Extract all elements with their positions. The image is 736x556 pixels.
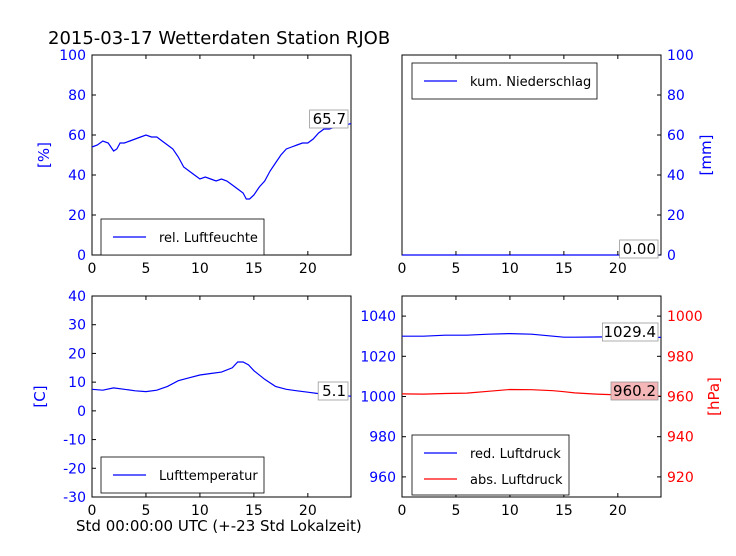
panel-precipitation-last-value-label: 0.00 — [623, 240, 656, 258]
panel-temperature-value-box — [317, 381, 349, 401]
panel-temperature-y-tick-label: -30 — [63, 490, 86, 506]
panel-temperature-y-tick-label: -10 — [63, 433, 86, 449]
panel-precipitation-y-tick-label: 100 — [667, 48, 694, 64]
panel-humidity-y-tick-label: 60 — [68, 128, 86, 144]
panel-temperature-last-value-label: 5.1 — [322, 382, 346, 400]
panel-temperature-y-tick-label: 20 — [68, 346, 86, 362]
panel-humidity-y-axis-label: [%] — [35, 142, 53, 168]
figure-xlabel: Std 00:00:00 UTC (+-23 Std Lokalzeit) — [76, 517, 362, 535]
panel-humidity-legend-label: rel. Luftfeuchte — [159, 231, 258, 246]
panel-temperature-y-tick-label: 10 — [68, 375, 86, 391]
panel-humidity-last-value-label: 65.7 — [313, 110, 346, 128]
panel-pressure-x-tick-label: 5 — [451, 503, 460, 519]
panel-pressure-last-value-label: 960.2 — [613, 382, 656, 400]
panel-pressure-y-tick-label: 940 — [667, 430, 694, 446]
panel-pressure-y-tick-label: 1020 — [360, 349, 396, 365]
panel-temperature-y-tick-label: 30 — [68, 318, 86, 334]
panel-temperature-x-tick-label: 5 — [141, 503, 150, 519]
panel-humidity-y-tick-label: 40 — [68, 168, 86, 184]
panel-humidity-y-tick-label: 100 — [59, 48, 86, 64]
panel-temperature-y-axis-label: [C] — [31, 385, 49, 407]
panel-temperature-x-tick-label: 20 — [299, 503, 317, 519]
panel-pressure-legend-label: red. Luftdruck — [470, 447, 561, 462]
panel-pressure-x-tick-label: 10 — [501, 503, 519, 519]
panel-temperature-x-tick-label: 10 — [191, 503, 209, 519]
panel-temperature-series-line — [91, 361, 352, 397]
panel-humidity-x-tick-label: 10 — [191, 261, 209, 277]
panel-pressure-value-box — [602, 322, 659, 342]
panel-humidity-x-tick-label: 20 — [299, 261, 317, 277]
panel-temperature-frame — [91, 295, 352, 498]
panel-precipitation-y-axis-label: [mm] — [697, 135, 715, 176]
panel-humidity-y-tick-label: 80 — [68, 88, 86, 104]
panel-humidity-value-box — [309, 109, 349, 129]
panel-precipitation-y-tick-label: 20 — [667, 208, 685, 224]
panel-precipitation-x-tick-label: 15 — [555, 261, 573, 277]
panel-pressure-y-tick-label: 1040 — [360, 309, 396, 325]
panel-precipitation-x-tick-label: 20 — [609, 261, 627, 277]
panel-temperature-legend-label: Lufttemperatur — [159, 469, 258, 484]
panel-humidity-x-tick-label: 0 — [88, 261, 97, 277]
panel-precipitation-y-tick-label: 80 — [667, 88, 685, 104]
panel-temperature-y-tick-label: 40 — [68, 289, 86, 305]
panel-precipitation-y-tick-label: 60 — [667, 128, 685, 144]
panel-pressure-legend-box — [411, 434, 570, 496]
panel-humidity-x-tick-label: 5 — [141, 261, 150, 277]
panel-precipitation-x-tick-label: 10 — [501, 261, 519, 277]
figure-title: 2015-03-17 Wetterdaten Station RJOB — [48, 28, 390, 49]
panel-temperature-x-tick-label: 15 — [245, 503, 263, 519]
panel-precipitation-value-box — [619, 239, 659, 259]
panel-precipitation-y-tick-label: 0 — [667, 248, 676, 264]
panel-pressure-legend-label: abs. Luftdruck — [470, 473, 563, 488]
panel-temperature-x-tick-label: 0 — [88, 503, 97, 519]
panel-precipitation-y-tick-label: 40 — [667, 168, 685, 184]
panel-humidity-y-tick-label: 20 — [68, 208, 86, 224]
panel-pressure-last-value-label: 1029.4 — [604, 323, 657, 341]
panel-temperature-y-tick-label: 0 — [77, 404, 86, 420]
panel-precipitation-x-tick-label: 5 — [451, 261, 460, 277]
panel-pressure-y-tick-label: 1000 — [360, 390, 396, 406]
panel-humidity-series-line — [91, 123, 352, 200]
panel-precipitation-x-tick-label: 0 — [398, 261, 407, 277]
panel-humidity-x-tick-label: 15 — [245, 261, 263, 277]
panel-pressure-y-axis-label: [hPa] — [705, 377, 723, 416]
panel-pressure-y-tick-label: 960 — [667, 390, 694, 406]
panel-temperature-y-tick-label: -20 — [63, 461, 86, 477]
panel-pressure-y-tick-label: 980 — [369, 430, 396, 446]
panel-pressure-y-tick-label: 960 — [369, 470, 396, 486]
panel-pressure-value-box — [610, 381, 659, 401]
panel-pressure-x-tick-label: 15 — [555, 503, 573, 519]
panel-humidity-y-tick-label: 0 — [77, 248, 86, 264]
panel-precipitation-legend-label: kum. Niederschlag — [470, 75, 591, 90]
panel-pressure-x-tick-label: 0 — [398, 503, 407, 519]
panel-pressure-y-tick-label: 920 — [667, 470, 694, 486]
panel-pressure-x-tick-label: 20 — [609, 503, 627, 519]
panel-pressure-y-tick-label: 980 — [667, 349, 694, 365]
panel-pressure-y-tick-label: 1000 — [667, 309, 703, 325]
